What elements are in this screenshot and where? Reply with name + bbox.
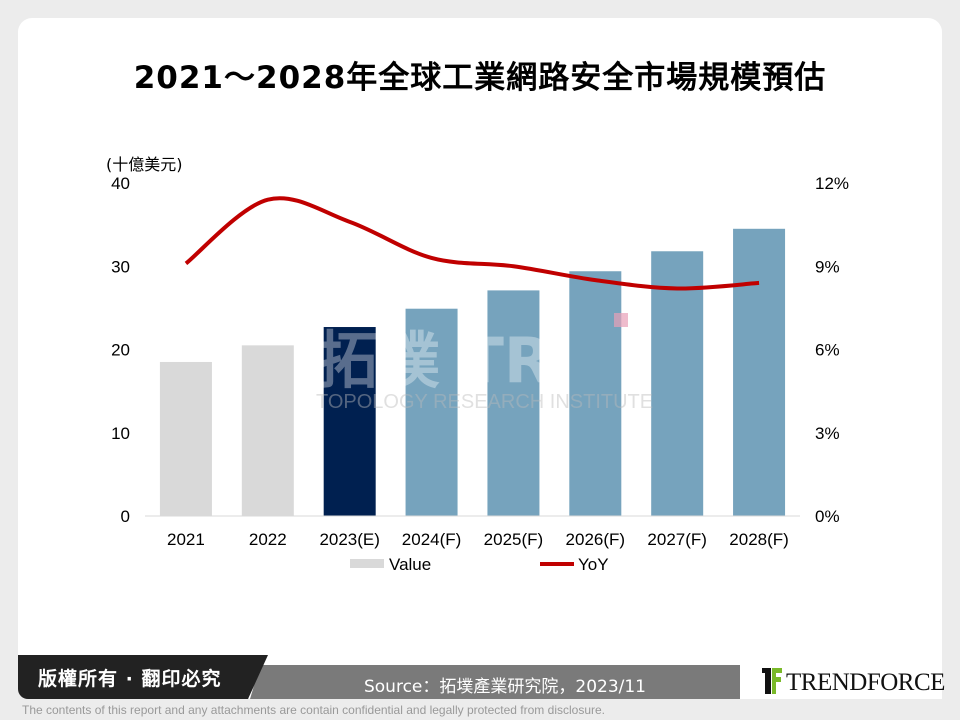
slide-card bbox=[18, 18, 942, 698]
bar-2028(F) bbox=[733, 228, 786, 516]
y-right-tick: 3% bbox=[815, 424, 840, 443]
y-left-tick: 10 bbox=[111, 424, 130, 443]
trendforce-logo-icon bbox=[762, 668, 782, 694]
legend-label-yoy: YoY bbox=[578, 555, 609, 574]
y-left-tick: 20 bbox=[111, 341, 130, 360]
x-tick-label: 2023(E) bbox=[319, 530, 379, 549]
legend-swatch-value bbox=[350, 559, 384, 568]
copyright-text: 版權所有 · 翻印必究 bbox=[38, 668, 222, 690]
watermark-mark bbox=[614, 313, 628, 327]
x-tick-label: 2021 bbox=[167, 530, 205, 549]
source-bar: Source：拓墣產業研究院，2023/11 bbox=[250, 665, 760, 699]
bar-2026(F) bbox=[569, 271, 622, 516]
x-tick-label: 2022 bbox=[249, 530, 287, 549]
y-right-tick: 6% bbox=[815, 341, 840, 360]
legend-label-value: Value bbox=[389, 555, 431, 574]
watermark-subtitle: TOPOLOGY RESEARCH INSTITUTE bbox=[316, 391, 653, 413]
copyright-bar: 版權所有 · 翻印必究 bbox=[18, 655, 268, 699]
yoy-line bbox=[184, 196, 760, 291]
y-left-tick: 40 bbox=[111, 174, 130, 193]
y-right-tick: 0% bbox=[815, 507, 840, 526]
y-right-tick: 12% bbox=[815, 174, 849, 193]
chart-title: 2021～2028年全球工業網路安全市場規模預估 bbox=[133, 60, 827, 96]
x-tick-label: 2028(F) bbox=[729, 530, 789, 549]
x-tick-label: 2025(F) bbox=[484, 530, 544, 549]
x-tick-label: 2024(F) bbox=[402, 530, 462, 549]
x-tick-label: 2027(F) bbox=[647, 530, 707, 549]
bar-2025(F) bbox=[487, 290, 540, 516]
bar-2024(F) bbox=[405, 308, 458, 516]
y-right-tick: 9% bbox=[815, 257, 840, 276]
brand-name: TRENDFORCE bbox=[786, 669, 945, 696]
watermark-logo: 拓墣 TRI bbox=[316, 324, 575, 397]
y-left-tick: 0 bbox=[121, 507, 130, 526]
bar-2023(E) bbox=[323, 327, 376, 516]
disclaimer-text: The contents of this report and any atta… bbox=[22, 703, 605, 717]
source-text: Source：拓墣產業研究院，2023/11 bbox=[363, 677, 646, 697]
y-unit-label: (十億美元) bbox=[106, 155, 183, 174]
bar-2022 bbox=[241, 345, 294, 516]
bar-2027(F) bbox=[651, 251, 704, 516]
y-left-tick: 30 bbox=[111, 257, 130, 276]
bar-2021 bbox=[159, 361, 212, 516]
x-tick-label: 2026(F) bbox=[566, 530, 626, 549]
